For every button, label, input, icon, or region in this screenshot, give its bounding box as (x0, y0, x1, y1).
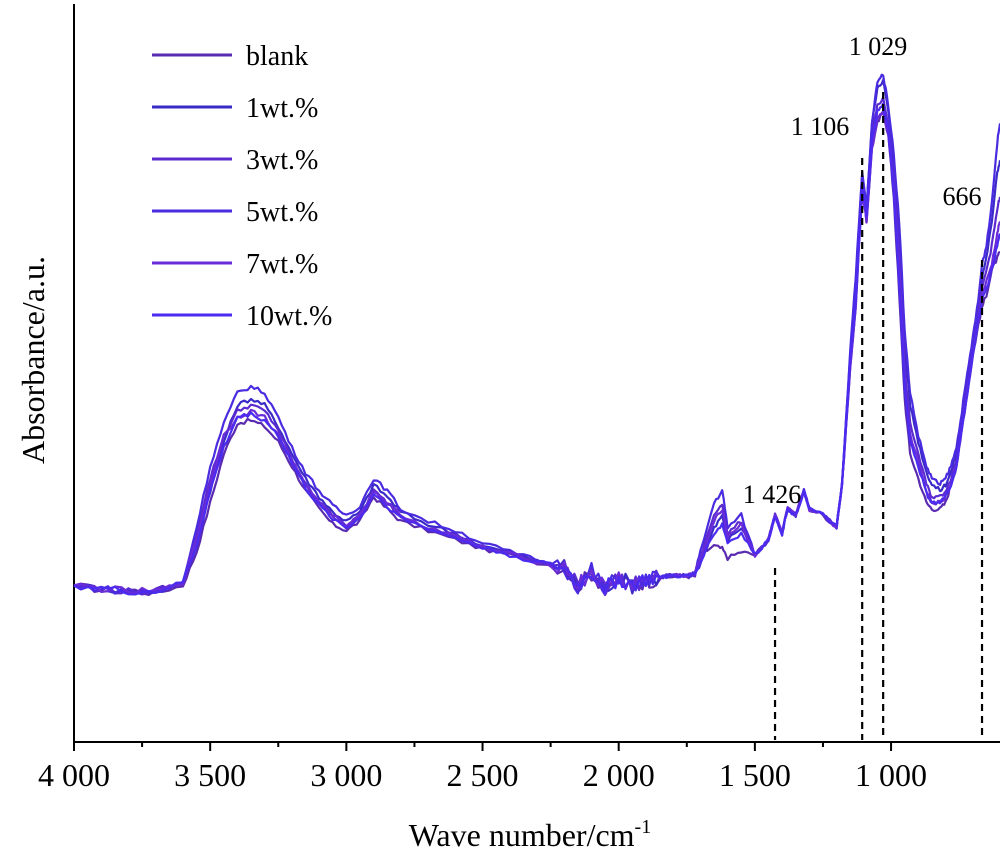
x-ticks: 4 000 3 500 3 000 2 500 2 000 1 500 1 000 (38, 742, 927, 793)
annotation-label: 666 (943, 182, 982, 211)
annotation-label: 1 426 (743, 480, 802, 509)
y-axis-label: Absorbance/a.u. (15, 256, 51, 464)
x-axis-label: Wave number/cm-1 (409, 816, 651, 853)
series-lines (73, 73, 1000, 597)
x-tick-label: 2 000 (583, 757, 655, 793)
x-tick-label: 3 000 (310, 757, 382, 793)
legend: blank 1wt.% 3wt.% 5wt.% 7wt.% 10wt.% (152, 41, 332, 332)
x-axis-label-superscript: -1 (635, 816, 652, 838)
legend-label: 5wt.% (246, 197, 318, 228)
x-tick-label: 3 500 (174, 757, 246, 793)
x-tick-label: 4 000 (38, 757, 110, 793)
x-tick-label: 2 500 (447, 757, 519, 793)
peak-annotations: 1 426 1 106 1 029 666 (743, 32, 984, 740)
annotation-label: 1 029 (849, 32, 908, 61)
annotation-label: 1 106 (791, 112, 850, 141)
legend-label: 7wt.% (246, 249, 318, 280)
plot-area (73, 4, 1000, 743)
x-tick-label: 1 000 (855, 757, 927, 793)
x-tick-label: 1 500 (719, 757, 791, 793)
legend-label: blank (246, 41, 308, 72)
series-line-3 (73, 73, 1000, 595)
legend-label: 1wt.% (246, 93, 318, 124)
legend-label: 10wt.% (246, 301, 332, 332)
series-line-1 (73, 78, 1000, 595)
series-line-5 (73, 102, 1000, 596)
legend-label: 3wt.% (246, 145, 318, 176)
